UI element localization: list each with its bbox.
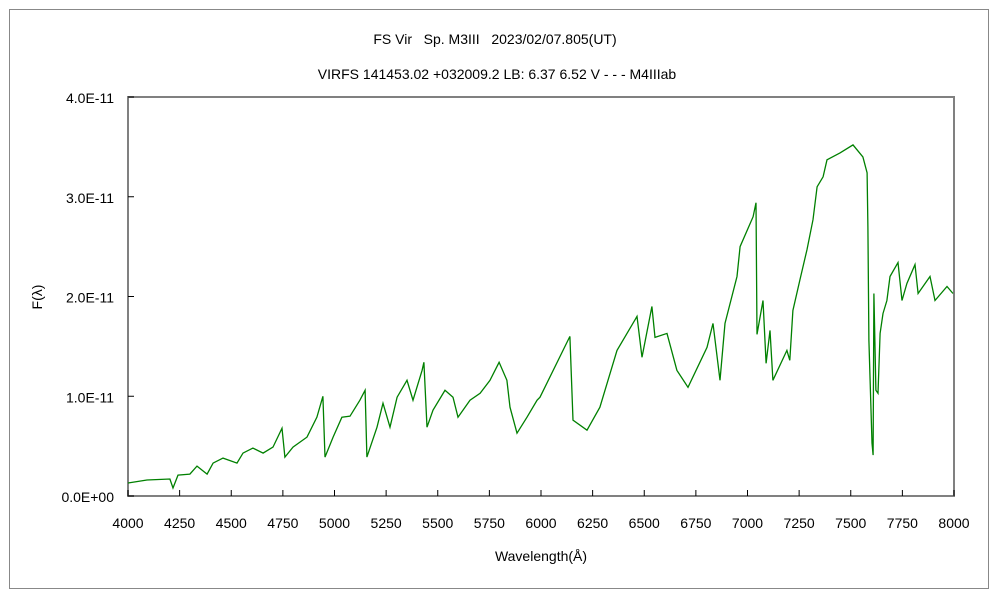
chart-frame [9, 9, 989, 589]
x-tick-label: 5250 [371, 515, 402, 531]
plot-area [127, 96, 955, 497]
x-tick-label: 5500 [422, 515, 453, 531]
chart-subtitle: VIRFS 141453.02 +032009.2 LB: 6.37 6.52 … [318, 66, 677, 82]
x-tick-label: 4250 [164, 515, 195, 531]
x-tick-label: 5000 [319, 515, 350, 531]
x-tick-label: 7000 [732, 515, 763, 531]
y-tick-label: 3.0E-11 [66, 190, 114, 206]
y-tick-label: 1.0E-11 [66, 389, 114, 405]
x-tick-label: 6250 [577, 515, 608, 531]
x-tick-label: 6500 [629, 515, 660, 531]
x-tick-label: 7250 [784, 515, 815, 531]
x-tick-label: 4000 [112, 515, 143, 531]
y-tick-label: 0.0E+00 [61, 489, 114, 505]
x-tick-label: 7500 [835, 515, 866, 531]
y-axis-label: F(λ) [29, 285, 45, 310]
y-tick-label: 2.0E-11 [66, 290, 114, 306]
x-tick-label: 8000 [938, 515, 969, 531]
y-axis: 0.0E+00 1.0E-11 2.0E-11 3.0E-11 4.0E-11 [61, 90, 134, 505]
y-tick-label: 4.0E-11 [66, 90, 114, 106]
chart-title: FS Vir Sp. M3III 2023/02/07.805(UT) [373, 31, 616, 47]
x-tick-label: 7750 [887, 515, 918, 531]
x-tick-label: 4750 [267, 515, 298, 531]
x-tick-label: 6000 [525, 515, 556, 531]
x-axis-label: Wavelength(Å) [495, 548, 587, 564]
x-tick-label: 5750 [474, 515, 505, 531]
x-axis: 4000 4250 4500 4750 5000 5250 5500 5750 6000 6250… [112, 490, 970, 531]
x-tick-label: 4500 [216, 515, 247, 531]
spectrum-line [127, 144, 954, 490]
x-tick-label: 6750 [680, 515, 711, 531]
